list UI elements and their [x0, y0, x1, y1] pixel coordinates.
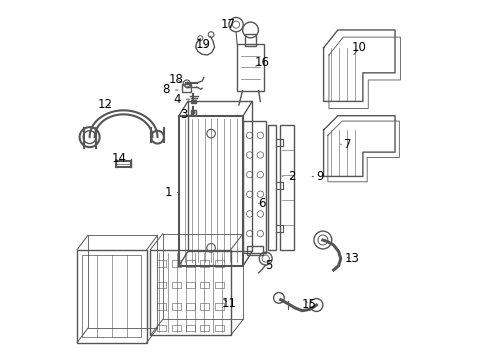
Text: 9: 9 — [312, 170, 324, 183]
Bar — [200, 260, 209, 267]
Bar — [157, 282, 167, 288]
Bar — [215, 260, 223, 267]
Bar — [247, 246, 263, 255]
Bar — [116, 161, 131, 167]
Bar — [215, 303, 223, 310]
Bar — [243, 121, 267, 253]
Text: 18: 18 — [169, 73, 184, 86]
Bar — [157, 303, 167, 310]
Text: 16: 16 — [255, 56, 270, 69]
Bar — [186, 282, 195, 288]
Bar — [157, 325, 167, 331]
Text: 11: 11 — [221, 297, 237, 310]
Bar — [172, 303, 181, 310]
Bar — [179, 116, 243, 266]
Text: 14: 14 — [112, 152, 127, 165]
Text: 4: 4 — [173, 93, 190, 106]
Bar — [200, 325, 209, 331]
Bar — [268, 125, 276, 249]
Text: 6: 6 — [258, 197, 266, 210]
Bar — [215, 325, 223, 331]
Bar — [182, 84, 192, 93]
Bar — [186, 303, 195, 310]
Bar — [82, 255, 142, 337]
Bar — [172, 325, 181, 331]
Circle shape — [192, 111, 195, 114]
Text: 3: 3 — [181, 108, 193, 121]
Bar — [150, 249, 231, 336]
Bar — [77, 249, 147, 342]
Text: 7: 7 — [341, 138, 352, 151]
Text: 15: 15 — [302, 298, 317, 311]
Bar — [245, 33, 256, 46]
Bar — [192, 100, 196, 103]
Bar — [172, 282, 181, 288]
Bar — [186, 325, 195, 331]
Text: 8: 8 — [163, 84, 178, 96]
Bar — [186, 260, 195, 267]
Text: 2: 2 — [283, 170, 296, 183]
Text: 13: 13 — [345, 252, 360, 265]
Bar — [280, 125, 294, 249]
Text: 5: 5 — [266, 258, 273, 271]
Bar — [172, 260, 181, 267]
Bar — [215, 282, 223, 288]
Bar — [200, 282, 209, 288]
Text: 17: 17 — [220, 18, 235, 31]
Text: 1: 1 — [165, 186, 179, 199]
Text: 10: 10 — [352, 41, 367, 55]
Text: 12: 12 — [98, 98, 113, 111]
Bar — [237, 44, 264, 91]
Bar — [200, 303, 209, 310]
Bar — [157, 260, 167, 267]
Bar — [191, 111, 196, 114]
Text: 19: 19 — [196, 39, 210, 51]
